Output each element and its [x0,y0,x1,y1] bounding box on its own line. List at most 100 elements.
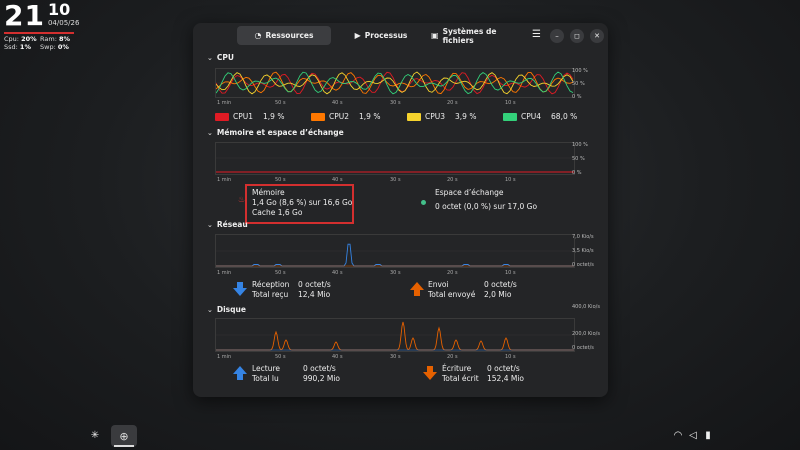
cpu-xlabel: 40 s [332,100,343,106]
disk-ylabel-zero: 0 octet/s [572,345,594,351]
clock-widget: 21 10 04/05/26 Cpu: 20% Ram: 8% Ssd: 1% … [4,0,80,51]
mem-xlabel: 1 min [217,177,232,183]
disk-xlabel: 10 s [505,354,516,360]
disk-write-arrow-icon [423,366,437,380]
tab-ressources[interactable]: ◔ Ressources [237,26,331,45]
mem-xlabel: 50 s [275,177,286,183]
cpu4-legend: CPU4 68,0 % [503,112,577,121]
cpu-xlabel: 1 min [217,100,232,106]
net-xlabel: 10 s [505,270,516,276]
cpu3-legend: CPU3 3,9 % [407,112,476,121]
gauge-icon: ◔ [254,31,262,40]
system-monitor-icon: ⊕ [119,429,129,443]
mem-xlabel: 40 s [332,177,343,183]
net-ylabel-top: 7,0 Kio/s [572,234,594,240]
network-rx-values: 0 octet/s 12,4 Mio [298,280,331,299]
active-app-indicator [114,445,134,447]
disk-section-header[interactable]: ⌄ Disque [207,305,246,314]
slack-icon[interactable]: ✳ [90,429,100,441]
mem-xlabel: 30 s [390,177,401,183]
memory-info: Mémoire 1,4 Go (8,6 %) sur 16,6 Go Cache… [252,188,353,217]
network-rx-labels: Réception Total reçu [252,280,290,299]
cpu4-series [216,71,574,95]
disk-read-arrow-icon [233,366,247,380]
chevron-down-icon: ⌄ [207,305,213,314]
memory-highlight-box [245,184,354,224]
disk-write-series [216,321,574,351]
cpu1-legend: CPU1 1,9 % [215,112,284,121]
disk-write-values: 0 octet/s 152,4 Mio [487,364,524,383]
memory-graph [215,142,575,175]
cpu3-swatch [407,112,421,121]
network-graph [215,234,575,268]
chevron-down-icon: ⌄ [207,220,213,229]
cpu-xlabel: 30 s [390,100,401,106]
wifi-icon[interactable]: ◠ [673,429,683,441]
tab-processus[interactable]: ▶ Processus [354,31,408,40]
mem-xlabel: 20 s [447,177,458,183]
network-section-header[interactable]: ⌄ Réseau [207,220,248,229]
disk-xlabel: 30 s [390,354,401,360]
cpu4-swatch [503,112,517,121]
network-tx-values: 0 octet/s 2,0 Mio [484,280,517,299]
volume-muted-icon[interactable]: ◁ [689,429,697,441]
network-tx-labels: Envoi Total envoyé [428,280,476,299]
memory-icon: ♨ [238,195,246,204]
net-xlabel: 30 s [390,270,401,276]
disk-xlabel: 40 s [332,354,343,360]
tab-filesystems[interactable]: ▣ Systèmes de fichiers [431,26,497,45]
chevron-down-icon: ⌄ [207,53,213,62]
disk-xlabel: 1 min [217,354,232,360]
disk-graph [215,318,575,352]
resources-window: ◔ Ressources ▶ Processus ▣ Systèmes de f… [193,23,608,397]
arrow-up-icon [410,282,424,296]
cpu-xlabel: 50 s [275,100,286,106]
cpu-xlabel: 20 s [447,100,458,106]
mem-ylabel-0: 0 % [572,170,582,176]
cpu2-series [216,71,574,95]
cpu-ylabel-0: 0 % [572,94,582,100]
memory-section-header[interactable]: ⌄ Mémoire et espace d’échange [207,128,344,137]
window-header: ◔ Ressources ▶ Processus ▣ Systèmes de f… [193,23,608,49]
net-xlabel: 40 s [332,270,343,276]
clock-hour: 21 [4,0,45,32]
cpu3-series [216,71,574,95]
net-xlabel: 1 min [217,270,232,276]
swap-indicator-dot [421,200,426,205]
clock-minute: 10 [47,0,71,19]
cpu2-swatch [311,112,325,121]
net-ylabel-zero: 0 octet/s [572,262,594,268]
disk-write-labels: Écriture Total écrit [442,364,479,383]
cpu-xlabel: 10 s [505,100,516,106]
disk-read-labels: Lecture Total lu [252,364,281,383]
play-icon: ▶ [354,31,361,40]
disk-ylabel-top: 400,0 Kio/s [572,304,600,310]
system-monitor-taskbar-button[interactable]: ⊕ [111,425,137,447]
cpu-ylabel-100: 100 % [572,68,588,74]
disk-read-values: 0 octet/s 990,2 Mio [303,364,340,383]
arrow-down-icon [233,282,247,296]
close-button[interactable]: ✕ [590,29,604,43]
mem-ylabel-100: 100 % [572,142,588,148]
battery-icon[interactable]: ▮ [705,429,711,441]
mem-ylabel-50: 50 % [572,156,585,162]
clock-date: 04/05/26 [47,19,80,27]
mem-xlabel: 10 s [505,177,516,183]
hamburger-menu-icon[interactable]: ☰ [532,29,541,40]
net-xlabel: 50 s [275,270,286,276]
disk-xlabel: 50 s [275,354,286,360]
disk-ylabel-mid: 200,0 Kio/s [572,331,600,337]
chevron-down-icon: ⌄ [207,128,213,137]
cpu-graph [215,68,575,98]
maximize-button[interactable]: ◻ [570,29,584,43]
net-ylabel-mid: 3,5 Kio/s [572,248,594,254]
disk-xlabel: 20 s [447,354,458,360]
minimize-button[interactable]: – [550,29,564,43]
cpu-section-header[interactable]: ⌄ CPU [207,53,234,62]
swap-info: Espace d’échange 0 octet (0,0 %) sur 17,… [435,188,538,211]
widget-stats: Cpu: 20% Ram: 8% Ssd: 1% Swp: 0% [4,35,71,51]
widget-accent-line [4,32,74,34]
cpu1-swatch [215,112,229,121]
cpu-ylabel-50: 50 % [572,81,585,87]
cpu2-legend: CPU2 1,9 % [311,112,380,121]
